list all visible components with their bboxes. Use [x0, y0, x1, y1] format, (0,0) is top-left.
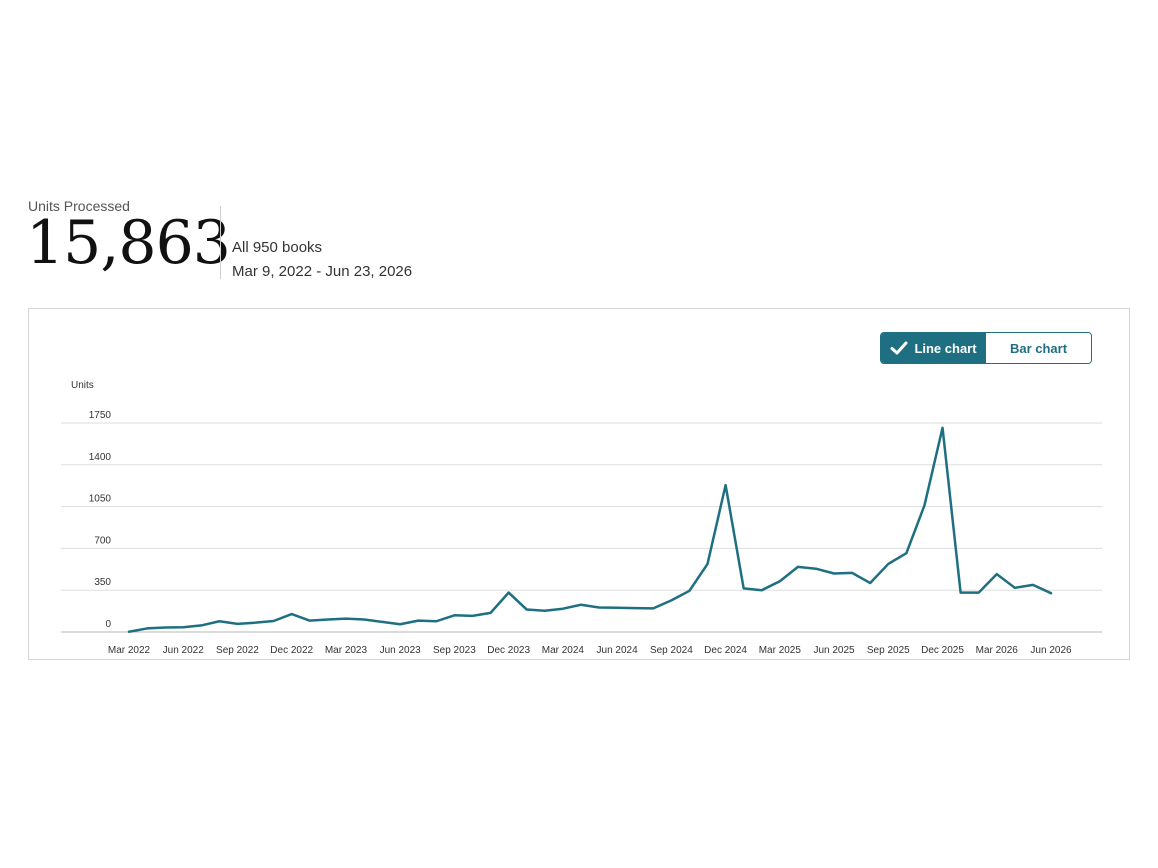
data-point [741, 585, 747, 591]
series-line [127, 426, 1053, 634]
y-tick-label: 350 [94, 577, 111, 588]
data-point [849, 570, 855, 576]
data-point [506, 590, 512, 596]
data-point [994, 571, 1000, 577]
chart-panel: Units 0 350 700 1050 1400 1750 Mar 2022 Jun 2022… [28, 308, 1130, 660]
units-line-chart: Units 0 350 700 1050 1400 1750 Mar 2022 Jun 2022… [61, 380, 1102, 656]
x-tick-label: Jun 2024 [597, 645, 639, 656]
data-point [234, 621, 240, 627]
x-tick-label: Jun 2022 [163, 645, 205, 656]
data-point [379, 619, 385, 625]
data-point [488, 610, 494, 616]
data-point [451, 612, 457, 618]
data-point [180, 624, 186, 630]
x-tick-label: Mar 2023 [325, 645, 368, 656]
data-point [921, 502, 927, 508]
x-tick-label: Sep 2025 [867, 645, 910, 656]
x-tick-label: Sep 2023 [433, 645, 476, 656]
data-point [524, 607, 530, 613]
data-point [307, 618, 313, 624]
data-point [361, 616, 367, 622]
x-tick-label: Dec 2023 [487, 645, 530, 656]
data-point [885, 561, 891, 567]
data-point [162, 624, 168, 630]
line-chart-button[interactable]: Line chart [881, 333, 986, 363]
bar-chart-label: Bar chart [1009, 340, 1068, 356]
summary-label: Units Processed [28, 198, 130, 214]
y-tick-label: 0 [105, 619, 111, 630]
data-point [1012, 585, 1018, 591]
data-point [1048, 590, 1054, 596]
data-point [632, 605, 638, 611]
data-point [813, 566, 819, 572]
data-point [415, 618, 421, 624]
data-point [397, 621, 403, 627]
data-point [940, 425, 946, 431]
data-point [759, 587, 765, 593]
y-tick-label: 1750 [89, 410, 112, 421]
data-point [325, 616, 331, 622]
date-range: Mar 9, 2022 - Jun 23, 2026 [232, 263, 413, 280]
units-total: 15,863 [26, 208, 231, 278]
data-point [271, 618, 277, 624]
data-point [723, 482, 729, 488]
data-point [253, 620, 259, 626]
data-point [705, 561, 711, 567]
y-tick-label: 700 [94, 535, 111, 546]
x-tick-label: Dec 2025 [921, 645, 964, 656]
data-point [126, 629, 132, 635]
x-tick-label: Jun 2025 [813, 645, 855, 656]
data-point [433, 618, 439, 624]
chart-type-toggle: Line chart Bar chart [880, 332, 1092, 364]
x-tick-label: Mar 2026 [976, 645, 1019, 656]
data-point [343, 616, 349, 622]
data-point [686, 588, 692, 594]
x-tick-label: Mar 2025 [759, 645, 802, 656]
x-tick-label: Dec 2022 [270, 645, 313, 656]
data-point [976, 590, 982, 596]
data-point [831, 570, 837, 576]
x-tick-label: Jun 2026 [1030, 645, 1072, 656]
checkmark-icon [890, 340, 908, 356]
summary-divider [220, 206, 221, 279]
y-tick-label: 1400 [89, 452, 112, 463]
bar-chart-button[interactable]: Bar chart [986, 333, 1091, 363]
data-point [614, 605, 620, 611]
x-tick-label: Mar 2022 [108, 645, 151, 656]
units-summary: Units Processed 15,863 All 950 books Mar… [26, 196, 628, 286]
x-tick-label: Sep 2022 [216, 645, 259, 656]
data-point [795, 564, 801, 570]
data-point [867, 580, 873, 586]
data-point [542, 608, 548, 614]
data-point [1030, 582, 1036, 588]
data-point [668, 597, 674, 603]
data-point [903, 550, 909, 556]
y-axis-title: Units [71, 380, 94, 391]
data-point [650, 605, 656, 611]
x-tick-label: Jun 2023 [380, 645, 422, 656]
x-tick-label: Sep 2024 [650, 645, 693, 656]
data-point [578, 602, 584, 608]
x-tick-label: Mar 2024 [542, 645, 585, 656]
line-chart-label: Line chart [914, 340, 977, 356]
data-point [144, 625, 150, 631]
data-point [216, 618, 222, 624]
books-scope: All 950 books [232, 239, 323, 256]
data-point [777, 578, 783, 584]
data-point [289, 611, 295, 617]
y-tick-label: 1050 [89, 494, 112, 505]
x-tick-label: Dec 2024 [704, 645, 747, 656]
data-point [596, 605, 602, 611]
data-point [560, 606, 566, 612]
data-point [469, 613, 475, 619]
data-point [198, 622, 204, 628]
data-point [958, 590, 964, 596]
